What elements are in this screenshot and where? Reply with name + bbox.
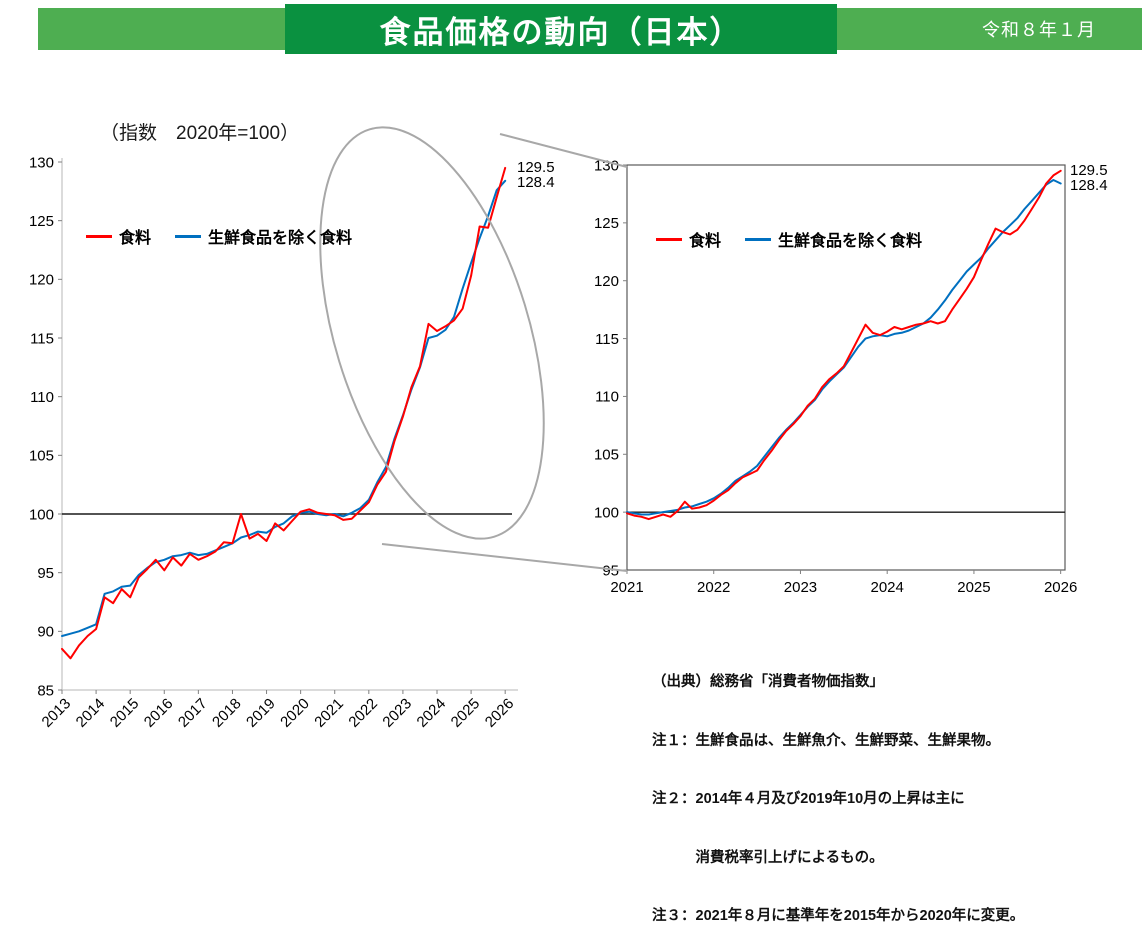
legend-label-food: 食料 [689,233,722,250]
svg-text:128.4: 128.4 [1070,177,1108,194]
svg-text:2024: 2024 [414,695,450,731]
svg-text:2017: 2017 [175,695,211,731]
svg-text:130: 130 [594,157,619,174]
zoom-chart: 95 100 105 110 115 120 125 130 2021 2022 2023 2024 2… [594,157,1108,596]
svg-text:95: 95 [602,562,619,579]
svg-text:100: 100 [29,506,54,523]
svg-text:125: 125 [29,213,54,230]
svg-text:125: 125 [594,215,619,232]
svg-text:110: 110 [30,389,54,406]
svg-text:2019: 2019 [243,695,279,731]
index-note: （指数 2020年=100） [100,123,300,144]
food-ex-fresh-series-swatch [745,237,772,241]
svg-text:115: 115 [30,330,54,347]
svg-text:85: 85 [37,682,54,699]
svg-text:130: 130 [29,154,54,171]
svg-text:105: 105 [594,447,619,464]
legend-item-food: 食料 [656,227,721,251]
svg-text:128.4: 128.4 [517,174,555,191]
legend-item-food-ex-fresh: 生鮮食品を除く食料 [745,227,922,251]
svg-text:2026: 2026 [1044,579,1077,596]
svg-text:2023: 2023 [784,579,817,596]
legend-label-food-ex-fresh: 生鮮食品を除く食料 [208,230,353,247]
svg-text:2026: 2026 [482,695,518,731]
note-2-line1: 注２：2014年４月及び2019年10月の上昇は主に [652,791,965,807]
note-source: （出典）総務省「消費者物価指数」 [652,674,884,690]
zoom-legend: 食料 生鮮食品を除く食料 [656,227,922,251]
source-notes: （出典）総務省「消費者物価指数」 注１：生鮮食品は、生鮮魚介、生鮮野菜、生鮮果物… [652,634,1024,946]
svg-text:2025: 2025 [957,579,990,596]
svg-text:2015: 2015 [107,695,143,731]
svg-text:120: 120 [594,273,619,290]
svg-text:105: 105 [29,448,54,465]
svg-text:2020: 2020 [277,695,313,731]
food-series-swatch [86,234,112,238]
svg-text:120: 120 [29,272,54,289]
svg-text:100: 100 [594,504,619,521]
header-date: 令和８年１月 [982,20,1096,40]
svg-text:2016: 2016 [141,695,177,731]
header-banner: 食品価格の動向（日本） 令和８年１月 [38,4,1142,54]
svg-text:115: 115 [595,331,619,348]
svg-text:2021: 2021 [610,579,643,596]
svg-text:2018: 2018 [209,695,245,731]
svg-text:2023: 2023 [379,695,415,731]
svg-text:2022: 2022 [345,695,381,731]
svg-text:2024: 2024 [871,579,904,596]
note-2-line2: 消費税率引上げによるもの。 [652,849,884,866]
note-3: 注３：2021年８月に基準年を2015年から2020年に変更。 [652,908,1025,924]
page-title: 食品価格の動向（日本） [285,4,837,54]
legend-label-food-ex-fresh: 生鮮食品を除く食料 [778,233,923,250]
food-series-swatch [656,237,682,241]
svg-text:2014: 2014 [73,695,109,731]
legend-label-food: 食料 [119,230,152,247]
overview-legend: 食料 生鮮食品を除く食料 [86,224,352,248]
svg-text:2021: 2021 [311,695,347,731]
svg-text:110: 110 [595,389,619,406]
legend-item-food-ex-fresh: 生鮮食品を除く食料 [175,224,352,248]
svg-text:2013: 2013 [39,695,75,731]
svg-text:2022: 2022 [697,579,730,596]
svg-text:129.5: 129.5 [1070,162,1108,179]
food-ex-fresh-series-swatch [175,234,202,238]
svg-text:90: 90 [37,624,54,641]
svg-text:95: 95 [37,565,54,582]
svg-text:2025: 2025 [448,695,484,731]
legend-item-food: 食料 [86,224,151,248]
note-1: 注１：生鮮食品は、生鮮魚介、生鮮野菜、生鮮果物。 [652,732,1000,749]
